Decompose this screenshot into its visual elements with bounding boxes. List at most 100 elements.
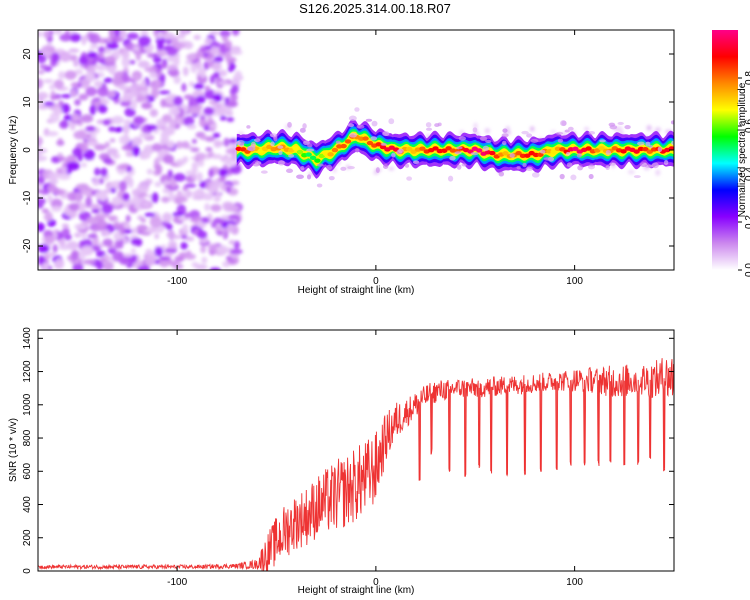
noise-speckle (227, 214, 240, 220)
noise-speckle (149, 216, 163, 228)
noise-speckle (47, 183, 57, 193)
noise-speckle (104, 55, 116, 66)
noise-speckle (193, 83, 205, 90)
ridge-core (572, 146, 579, 152)
ridge-halo (250, 141, 256, 148)
noise-speckle (100, 167, 108, 177)
noise-speckle (136, 86, 149, 91)
snr-ytick-label: 200 (22, 529, 33, 546)
noise-speckle (136, 224, 148, 232)
noise-speckle (118, 135, 131, 145)
noise-speckle (199, 134, 207, 141)
noise-speckle (61, 228, 71, 235)
noise-speckle (213, 71, 220, 79)
noise-speckle (74, 68, 84, 75)
ridge-halo (472, 127, 478, 133)
noise-speckle (101, 229, 110, 236)
noise-speckle (221, 222, 228, 229)
noise-speckle (128, 198, 136, 205)
noise-speckle (102, 261, 114, 270)
ridge-core (476, 148, 483, 153)
noise-speckle (209, 179, 221, 187)
ridge-core (502, 151, 509, 156)
noise-speckle (118, 180, 128, 192)
ridge-halo (365, 118, 373, 122)
noise-speckle (132, 45, 140, 52)
noise-speckle (141, 151, 151, 159)
colorbar-bar (712, 30, 738, 270)
noise-speckle (150, 88, 159, 99)
noise-speckle (144, 254, 156, 266)
noise-speckle (185, 236, 195, 242)
noise-speckle (173, 75, 181, 85)
snr-ytick-label: 400 (22, 496, 33, 513)
noise-speckle (210, 221, 217, 229)
noise-speckle (195, 61, 203, 70)
noise-speckle (106, 147, 119, 156)
noise-speckle (51, 205, 62, 212)
ridge-halo (299, 127, 306, 133)
noise-speckle (47, 194, 53, 204)
noise-speckle (213, 90, 223, 96)
noise-speckle (154, 181, 162, 188)
snr-ytick-label: 0 (22, 568, 33, 574)
noise-speckle (63, 206, 71, 216)
ridge-halo (482, 145, 489, 152)
noise-speckle (210, 45, 217, 56)
heatmap-xtick-label: 0 (373, 276, 379, 287)
ridge-halo (397, 148, 404, 154)
noise-speckle (182, 30, 189, 34)
noise-speckle (204, 89, 217, 100)
noise-speckle (111, 153, 121, 159)
ridge-halo (498, 171, 505, 177)
snr-ytick-label: 1000 (22, 393, 33, 416)
noise-speckle (193, 216, 204, 221)
ridge-core (432, 146, 439, 151)
noise-speckle (54, 258, 65, 270)
noise-speckle (95, 64, 108, 71)
ridge-halo (645, 141, 651, 147)
faint-speckle (583, 126, 590, 131)
ridge-halo (530, 138, 539, 143)
noise-speckle (168, 119, 177, 128)
noise-speckle (54, 30, 62, 36)
noise-speckle (211, 153, 223, 160)
faint-speckle (550, 130, 556, 134)
noise-speckle (48, 172, 60, 180)
noise-speckle (44, 211, 53, 222)
ridge-halo (404, 163, 410, 168)
noise-speckle (57, 138, 63, 147)
noise-speckle (43, 30, 50, 39)
noise-speckle (188, 105, 202, 115)
noise-speckle (38, 148, 48, 154)
ridge-halo (633, 175, 641, 179)
noise-speckle (128, 177, 134, 189)
noise-speckle (58, 173, 71, 180)
noise-speckle (183, 41, 194, 50)
noise-speckle (85, 196, 93, 207)
ridge-halo (260, 170, 268, 174)
noise-speckle (73, 60, 79, 67)
noise-speckle (38, 189, 45, 194)
noise-speckle (85, 72, 96, 83)
ridge-halo (566, 162, 573, 168)
noise-speckle (115, 126, 123, 132)
noise-speckle (81, 162, 88, 168)
ridge-halo (501, 140, 507, 146)
ridge-halo (347, 166, 355, 170)
noise-speckle (69, 54, 78, 62)
noise-speckle (78, 202, 86, 213)
noise-speckle (80, 114, 94, 123)
noise-speckle (209, 74, 216, 84)
ridge-core (406, 146, 413, 152)
noise-speckle (166, 230, 176, 239)
noise-speckle (191, 190, 201, 197)
noise-speckle (160, 132, 170, 142)
noise-speckle (97, 86, 109, 97)
noise-speckle (114, 239, 121, 250)
noise-speckle (140, 218, 147, 223)
noise-speckle (164, 248, 177, 253)
ridge-core (375, 142, 382, 147)
noise-speckle (161, 114, 173, 123)
noise-speckle (191, 261, 199, 268)
